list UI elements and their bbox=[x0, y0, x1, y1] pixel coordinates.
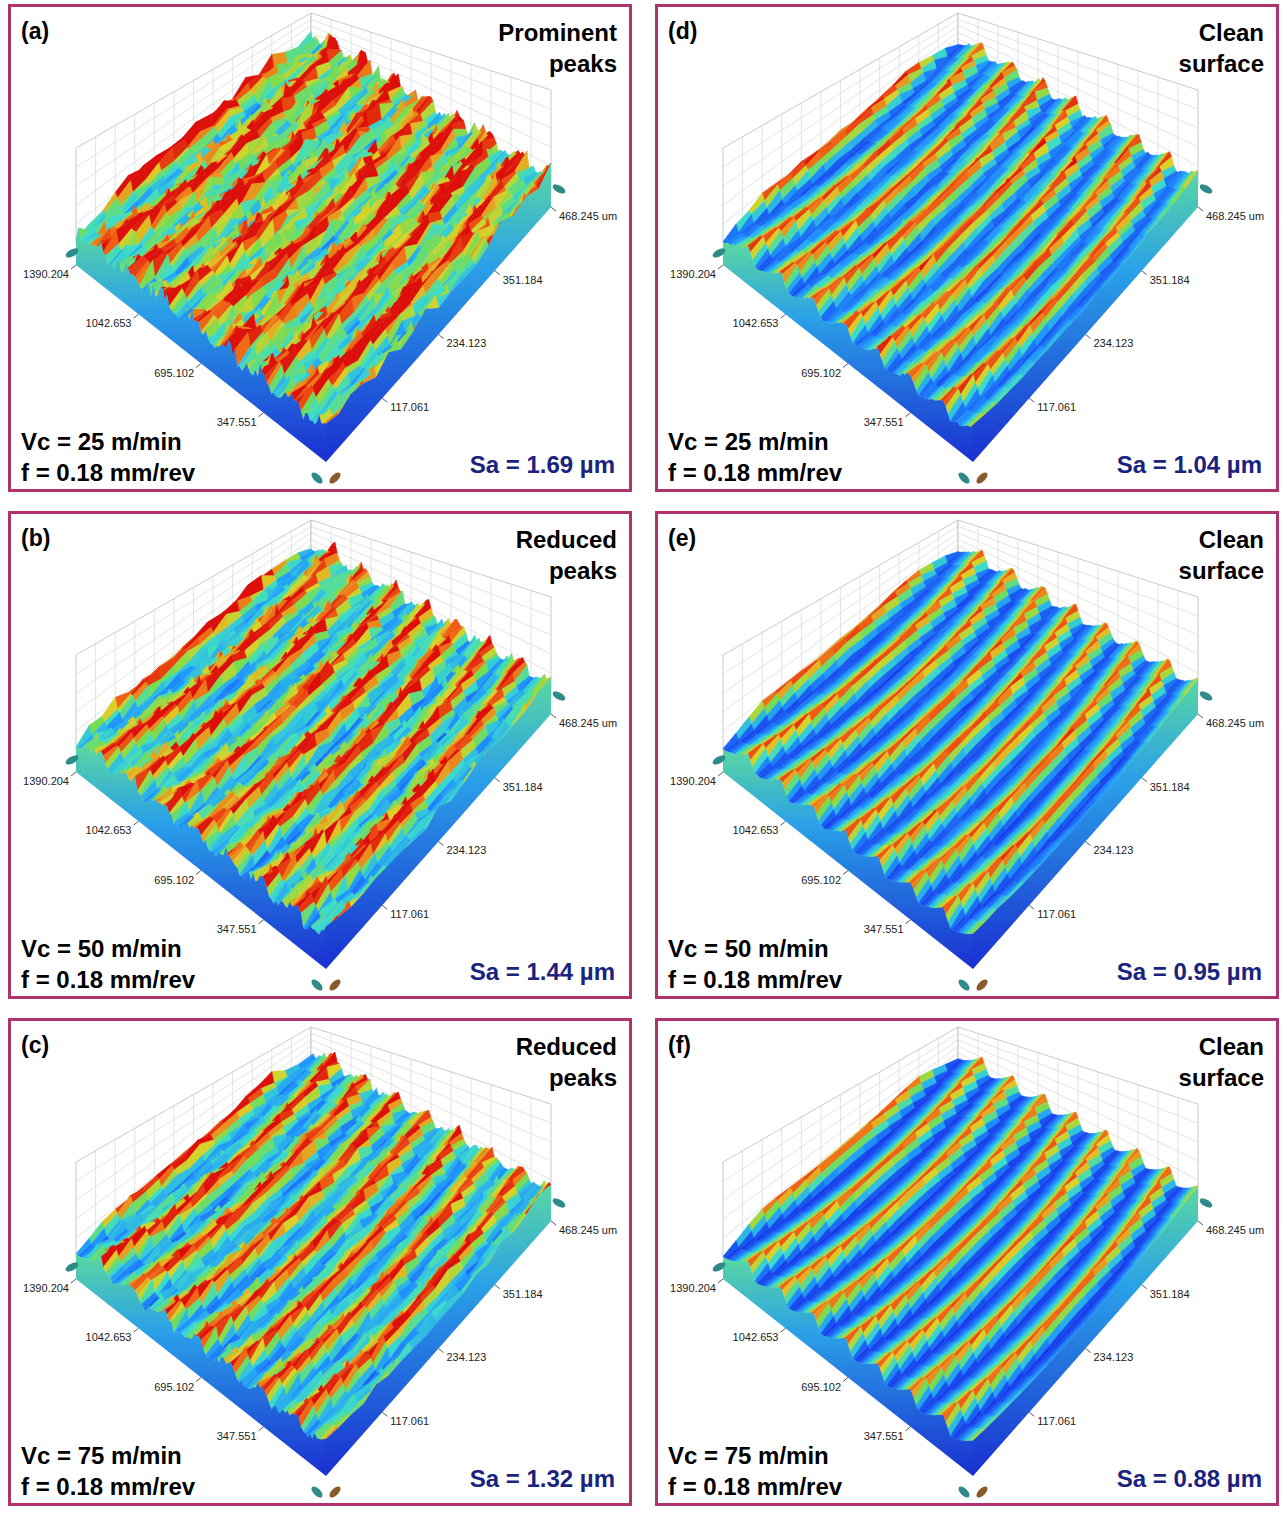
grid-line bbox=[76, 39, 551, 224]
surface bbox=[76, 32, 551, 425]
grid-line bbox=[511, 77, 512, 162]
surface-cell bbox=[528, 172, 543, 185]
panel-svg: 347.551695.1021042.6531390.204117.061234… bbox=[11, 7, 629, 489]
surface-cell bbox=[212, 322, 227, 348]
surface-cell bbox=[210, 177, 225, 185]
grid-box bbox=[76, 13, 551, 243]
surface-cell bbox=[338, 334, 353, 352]
surface-cell bbox=[451, 121, 466, 130]
grid-wall bbox=[76, 13, 311, 243]
panel: 347.551695.1021042.6531390.204117.061234… bbox=[8, 4, 632, 492]
grid-line bbox=[531, 84, 532, 174]
surface-cell bbox=[263, 253, 278, 265]
surface-cell bbox=[221, 242, 236, 258]
surface-cell bbox=[288, 233, 303, 243]
grid-line bbox=[76, 19, 551, 167]
surface-cell bbox=[383, 170, 398, 186]
grid-line bbox=[471, 64, 472, 138]
grid-line bbox=[76, 26, 551, 186]
surface-cell bbox=[228, 203, 243, 220]
figure: 347.551695.1021042.6531390.204117.061234… bbox=[0, 0, 1287, 1513]
grid-line bbox=[95, 137, 96, 227]
grid-line bbox=[76, 32, 551, 205]
